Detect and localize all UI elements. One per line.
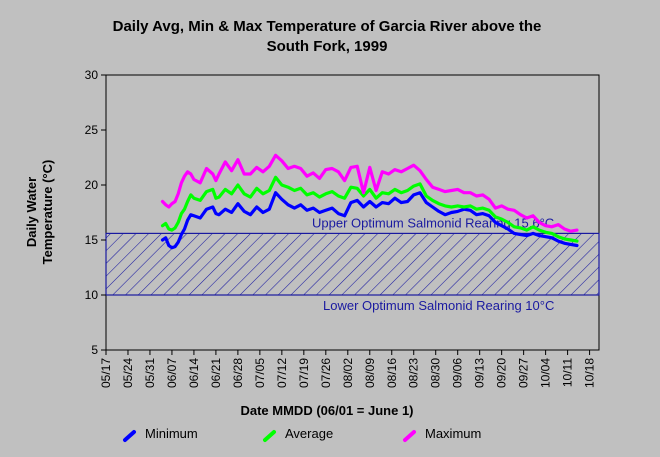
y-tick-label: 20 <box>85 178 99 192</box>
y-tick-label: 5 <box>91 343 98 357</box>
x-tick-label: 08/30 <box>429 358 443 388</box>
legend-label-minimum: Minimum <box>145 426 198 441</box>
x-tick-label: 08/09 <box>363 358 377 388</box>
y-axis-title: Daily Water Temperature (°C) <box>24 160 55 265</box>
legend-label-average: Average <box>285 426 333 441</box>
x-tick-label: 10/11 <box>561 358 575 387</box>
x-tick-label: 09/20 <box>495 358 509 388</box>
series-line-average <box>160 175 579 243</box>
y-tick-label: 10 <box>85 288 99 302</box>
y-axis-title-line-1: Daily Water <box>24 177 39 247</box>
series-line-maximum <box>160 153 579 233</box>
legend: Minimum Average Maximum <box>123 426 481 442</box>
chart-title-line-2: South Fork, 1999 <box>267 38 388 55</box>
x-axis: 05/17 05/24 05/31 06/07 06/14 06/21 06/28 07/05… <box>99 350 597 388</box>
y-axis-title-line-2: Temperature (°C) <box>40 160 55 265</box>
y-tick-label: 15 <box>85 233 99 247</box>
x-tick-label: 06/28 <box>231 358 245 388</box>
x-tick-label: 07/05 <box>253 358 267 388</box>
optimum-band-area <box>105 232 600 296</box>
y-tick-label: 25 <box>85 123 99 137</box>
legend-swatch-maximum <box>403 430 416 442</box>
x-tick-label: 09/13 <box>473 358 487 388</box>
legend-swatch-average <box>263 430 276 442</box>
x-tick-label: 09/06 <box>451 358 465 388</box>
x-axis-title: Date MMDD (06/01 = June 1) <box>240 403 413 418</box>
y-tick-label: 30 <box>85 68 99 82</box>
x-tick-label: 05/24 <box>121 358 135 388</box>
x-tick-label: 06/14 <box>187 358 201 388</box>
lower-optimum-label: Lower Optimum Salmonid Rearing 10°C <box>323 298 554 313</box>
x-tick-label: 07/19 <box>297 358 311 388</box>
legend-label-maximum: Maximum <box>425 426 481 441</box>
y-axis: 5 10 15 20 25 30 <box>85 68 106 357</box>
x-tick-label: 10/04 <box>539 358 553 388</box>
x-tick-label: 06/21 <box>209 358 223 388</box>
chart-title-line-1: Daily Avg, Min & Max Temperature of Garc… <box>113 18 542 35</box>
series-layer <box>160 153 579 250</box>
x-tick-label: 07/26 <box>319 358 333 388</box>
x-tick-label: 08/23 <box>407 358 421 388</box>
x-tick-label: 07/12 <box>275 358 289 388</box>
series-line-minimum <box>160 191 579 250</box>
x-tick-label: 09/27 <box>517 358 531 388</box>
x-tick-label: 08/16 <box>385 358 399 388</box>
x-tick-label: 06/07 <box>165 358 179 388</box>
optimum-band: Upper Optimum Salmonid Rearing 15.6°CLow… <box>105 215 600 313</box>
x-tick-label: 05/17 <box>99 358 113 388</box>
legend-swatch-minimum <box>123 430 136 442</box>
x-tick-label: 05/31 <box>143 358 157 388</box>
x-tick-label: 08/02 <box>341 358 355 388</box>
x-tick-label: 10/18 <box>583 358 597 388</box>
